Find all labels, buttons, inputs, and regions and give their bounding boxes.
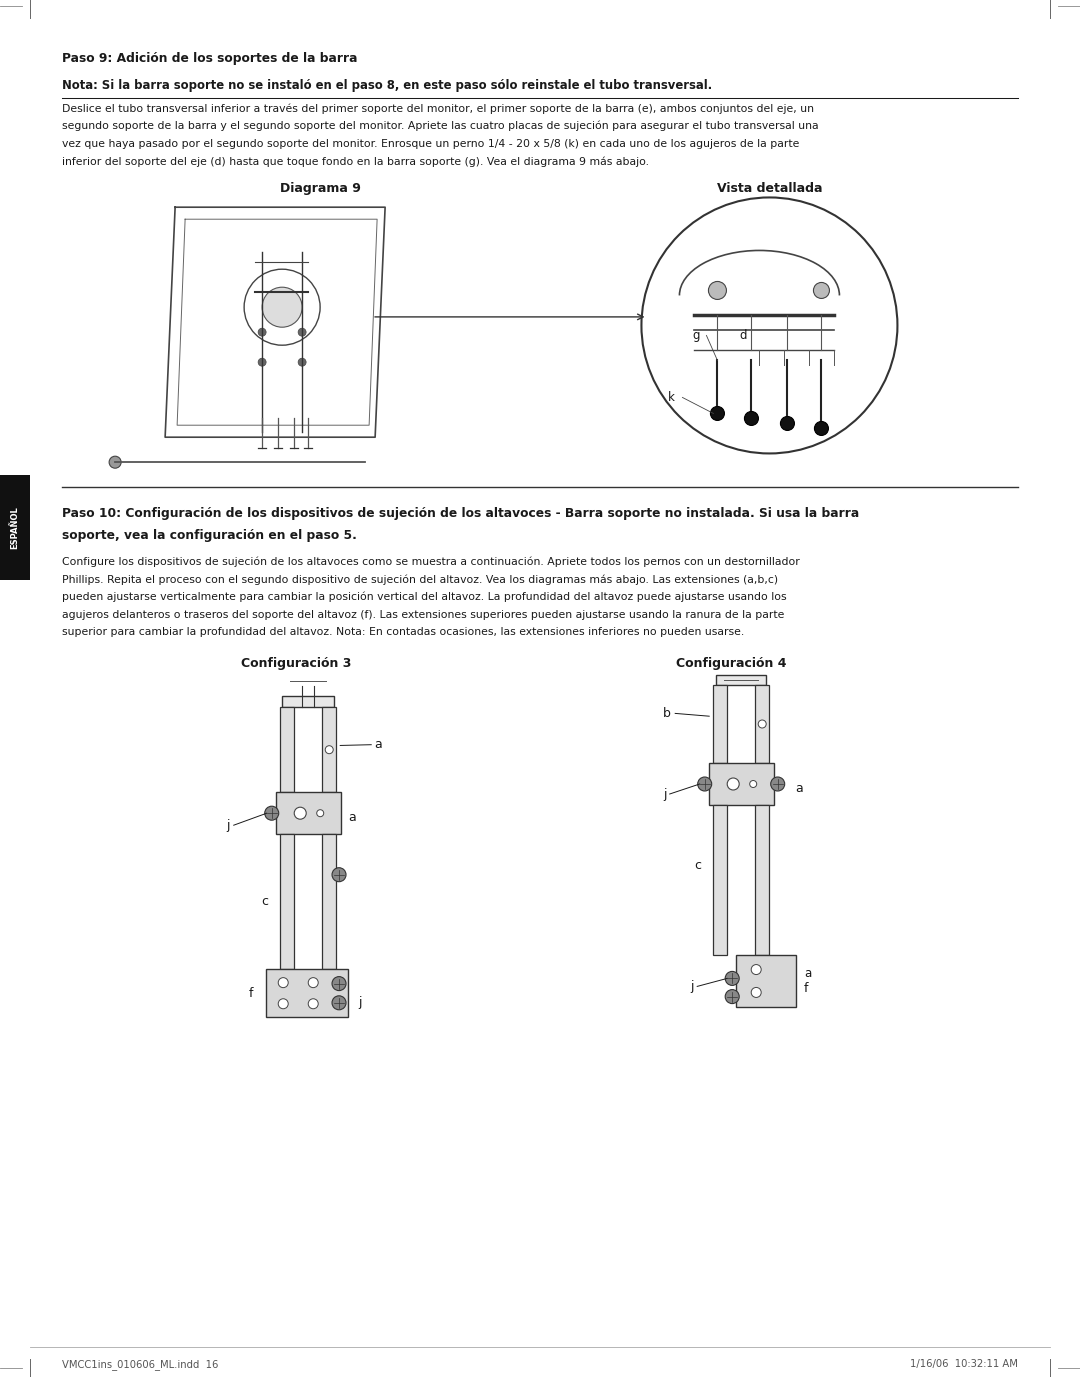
Bar: [322, 834, 336, 969]
Circle shape: [752, 964, 761, 975]
Bar: [266, 969, 348, 1018]
Circle shape: [698, 777, 712, 790]
Text: c: c: [261, 895, 268, 909]
Text: a: a: [349, 811, 356, 823]
Circle shape: [711, 406, 725, 420]
Text: a: a: [375, 738, 382, 752]
Text: 1/16/06  10:32:11 AM: 1/16/06 10:32:11 AM: [910, 1359, 1018, 1369]
Text: Vista detallada: Vista detallada: [717, 182, 822, 196]
Text: Deslice el tubo transversal inferior a través del primer soporte del monitor, el: Deslice el tubo transversal inferior a t…: [62, 103, 814, 113]
Circle shape: [308, 998, 319, 1009]
Bar: [755, 806, 769, 956]
Circle shape: [332, 976, 346, 990]
Circle shape: [642, 197, 897, 453]
Text: j: j: [663, 788, 666, 800]
Circle shape: [298, 358, 306, 366]
Circle shape: [814, 421, 828, 435]
Circle shape: [332, 868, 346, 881]
Text: a: a: [805, 967, 811, 979]
Text: f: f: [249, 987, 254, 1000]
Circle shape: [262, 288, 302, 328]
Circle shape: [781, 416, 795, 431]
Circle shape: [109, 456, 121, 468]
Circle shape: [258, 328, 266, 336]
Circle shape: [325, 746, 334, 753]
Bar: [0, 475, 30, 580]
Bar: [708, 763, 773, 806]
Circle shape: [725, 990, 739, 1004]
Text: VMCC1ins_010606_ML.indd  16: VMCC1ins_010606_ML.indd 16: [62, 1359, 218, 1370]
Text: soporte, vea la configuración en el paso 5.: soporte, vea la configuración en el paso…: [62, 529, 356, 543]
Text: Paso 10: Configuración de los dispositivos de sujeción de los altavoces - Barra : Paso 10: Configuración de los dispositiv…: [62, 507, 860, 521]
Bar: [282, 695, 334, 708]
Circle shape: [708, 281, 727, 299]
Text: d: d: [740, 329, 747, 341]
Text: Diagrama 9: Diagrama 9: [280, 182, 361, 196]
Text: pueden ajustarse verticalmente para cambiar la posición vertical del altavoz. La: pueden ajustarse verticalmente para camb…: [62, 592, 786, 602]
Text: superior para cambiar la profundidad del altavoz. Nota: En contadas ocasiones, l: superior para cambiar la profundidad del…: [62, 628, 744, 638]
Circle shape: [725, 971, 739, 986]
Circle shape: [265, 806, 279, 821]
Text: Configuración 4: Configuración 4: [676, 657, 786, 671]
Text: Paso 9: Adición de los soportes de la barra: Paso 9: Adición de los soportes de la ba…: [62, 52, 357, 65]
Text: Configure los dispositivos de sujeción de los altavoces como se muestra a contin: Configure los dispositivos de sujeción d…: [62, 556, 800, 567]
Circle shape: [294, 807, 307, 819]
Text: Nota: Si la barra soporte no se instaló en el paso 8, en este paso sólo reinstal: Nota: Si la barra soporte no se instaló …: [62, 78, 712, 92]
Text: f: f: [805, 982, 809, 996]
Text: ESPAÑOL: ESPAÑOL: [11, 507, 19, 549]
Text: c: c: [694, 858, 701, 872]
Circle shape: [279, 978, 288, 987]
Text: segundo soporte de la barra y el segundo soporte del monitor. Apriete las cuatro: segundo soporte de la barra y el segundo…: [62, 121, 819, 131]
Circle shape: [308, 978, 319, 987]
Circle shape: [279, 998, 288, 1009]
Text: j: j: [691, 980, 694, 993]
Bar: [737, 956, 796, 1007]
Text: vez que haya pasado por el segundo soporte del monitor. Enrosque un perno 1/4 - : vez que haya pasado por el segundo sopor…: [62, 139, 799, 149]
Circle shape: [332, 996, 346, 1009]
Circle shape: [727, 778, 739, 790]
Circle shape: [758, 720, 766, 728]
Circle shape: [298, 328, 306, 336]
Bar: [716, 675, 766, 684]
Text: b: b: [663, 706, 671, 720]
Bar: [280, 834, 294, 969]
Bar: [275, 792, 340, 834]
Text: j: j: [226, 819, 230, 832]
Text: a: a: [796, 782, 804, 795]
Text: Phillips. Repita el proceso con el segundo dispositivo de sujeción del altavoz. : Phillips. Repita el proceso con el segun…: [62, 574, 778, 584]
Bar: [713, 806, 727, 956]
Bar: [322, 708, 336, 792]
Circle shape: [316, 810, 324, 817]
Bar: [713, 684, 727, 763]
Circle shape: [771, 777, 785, 790]
Circle shape: [750, 781, 757, 788]
Circle shape: [752, 987, 761, 997]
Circle shape: [744, 412, 758, 425]
Text: agujeros delanteros o traseros del soporte del altavoz (f). Las extensiones supe: agujeros delanteros o traseros del sopor…: [62, 610, 784, 620]
Text: inferior del soporte del eje (d) hasta que toque fondo en la barra soporte (g). : inferior del soporte del eje (d) hasta q…: [62, 157, 649, 167]
Text: Configuración 3: Configuración 3: [241, 657, 351, 671]
Text: j: j: [359, 997, 362, 1009]
Circle shape: [813, 282, 829, 299]
Text: g: g: [692, 329, 700, 341]
Bar: [280, 708, 294, 792]
Bar: [755, 684, 769, 763]
Text: k: k: [667, 391, 674, 403]
Circle shape: [258, 358, 266, 366]
